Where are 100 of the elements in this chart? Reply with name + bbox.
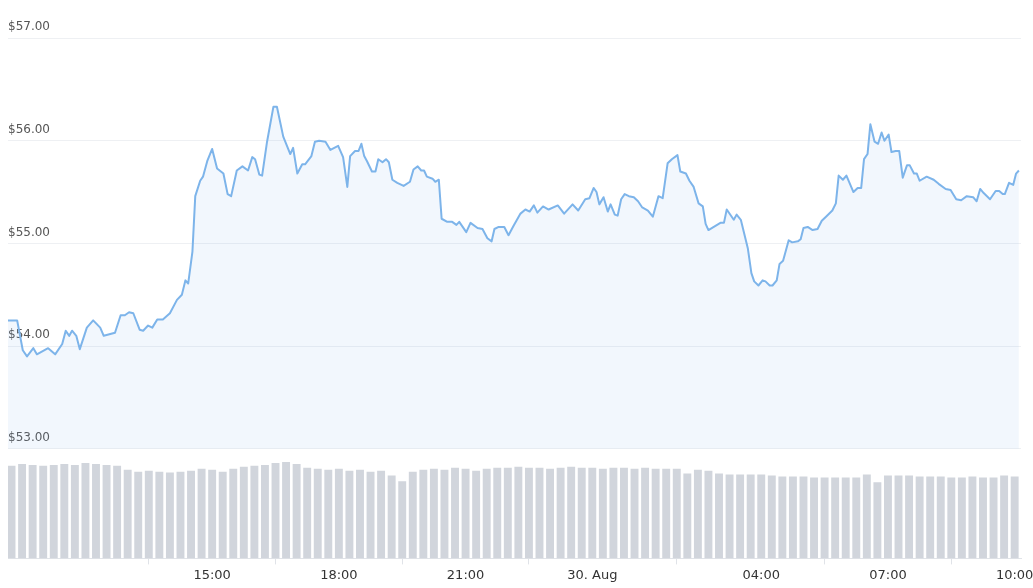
bar	[841, 477, 850, 559]
bar	[693, 469, 702, 559]
bar	[873, 482, 882, 559]
bar	[113, 465, 122, 559]
x-tick-label: 30. Aug	[567, 566, 618, 582]
y-tick-label: $55.00	[8, 224, 50, 239]
bar	[408, 471, 417, 559]
bar	[577, 467, 586, 559]
bar	[260, 464, 269, 559]
bar	[503, 467, 512, 559]
bar	[366, 471, 375, 559]
bar	[155, 471, 164, 559]
x-tick-label: 07:00	[869, 566, 907, 582]
bar	[598, 468, 607, 559]
y-tick-label: $53.00	[8, 429, 50, 444]
bar	[187, 470, 195, 559]
bar	[788, 476, 797, 559]
bar	[324, 469, 333, 559]
bar	[989, 477, 998, 559]
x-tick-label: 10:00	[995, 566, 1033, 582]
bar	[165, 472, 174, 559]
bar	[144, 470, 153, 559]
bar	[123, 469, 132, 559]
bar	[546, 468, 555, 559]
bar	[651, 468, 660, 559]
bar	[440, 469, 449, 559]
bar	[725, 474, 734, 559]
bar	[377, 470, 386, 559]
bar	[282, 462, 291, 559]
bar	[398, 481, 407, 559]
bar	[451, 467, 459, 559]
bar	[92, 463, 100, 559]
y-tick-label: $57.00	[8, 19, 50, 34]
bar	[672, 468, 681, 559]
bar	[134, 471, 143, 559]
bar	[1000, 475, 1009, 559]
bar	[334, 468, 343, 559]
bar	[208, 469, 217, 559]
bar	[345, 470, 354, 559]
bar	[947, 477, 956, 559]
bar	[218, 471, 227, 559]
bar	[588, 467, 597, 559]
bar	[429, 468, 438, 559]
bar	[60, 463, 69, 559]
bar	[979, 477, 987, 559]
bar	[229, 468, 238, 559]
bar	[472, 470, 481, 559]
bar	[419, 469, 428, 559]
x-tick-label: 15:00	[193, 566, 231, 582]
bar	[567, 466, 576, 559]
x-tick-label: 21:00	[446, 566, 485, 582]
bar	[8, 465, 16, 559]
bar	[683, 473, 692, 559]
bar	[968, 476, 977, 559]
bar	[303, 467, 312, 559]
bar	[767, 475, 776, 559]
bar	[28, 464, 37, 559]
bar	[197, 468, 206, 559]
bar	[810, 477, 818, 559]
bar	[387, 475, 396, 559]
bar	[250, 465, 259, 559]
bar	[556, 467, 565, 559]
bar	[49, 464, 58, 559]
bar	[746, 474, 755, 559]
bar	[356, 469, 364, 559]
bar	[239, 466, 248, 559]
bar	[936, 476, 945, 559]
bar	[1010, 476, 1019, 559]
bar	[524, 467, 533, 559]
bar	[957, 477, 966, 559]
bar	[862, 474, 871, 559]
y-tick-label: $56.00	[8, 121, 50, 136]
bar	[493, 467, 502, 559]
bar	[514, 466, 523, 559]
bar	[883, 475, 892, 559]
bar	[102, 464, 111, 559]
bar	[609, 467, 618, 559]
bar	[18, 463, 27, 559]
x-tick-label: 18:00	[320, 566, 358, 582]
bar	[831, 477, 840, 559]
bar	[820, 477, 829, 559]
bar	[70, 464, 79, 559]
bar	[852, 477, 861, 559]
bar	[313, 468, 322, 559]
bar	[292, 463, 301, 559]
bar	[757, 474, 766, 559]
bar	[662, 468, 671, 559]
bar	[482, 468, 491, 559]
bar	[461, 468, 470, 559]
bar	[926, 476, 935, 559]
bar	[905, 475, 914, 559]
bar	[915, 476, 924, 559]
x-tick-label: 04:00	[742, 566, 780, 582]
bar	[641, 467, 650, 559]
bar	[81, 462, 90, 559]
bar	[715, 473, 723, 559]
bar	[778, 476, 787, 559]
bar	[704, 470, 713, 559]
bar	[39, 465, 48, 559]
bar	[736, 474, 745, 559]
